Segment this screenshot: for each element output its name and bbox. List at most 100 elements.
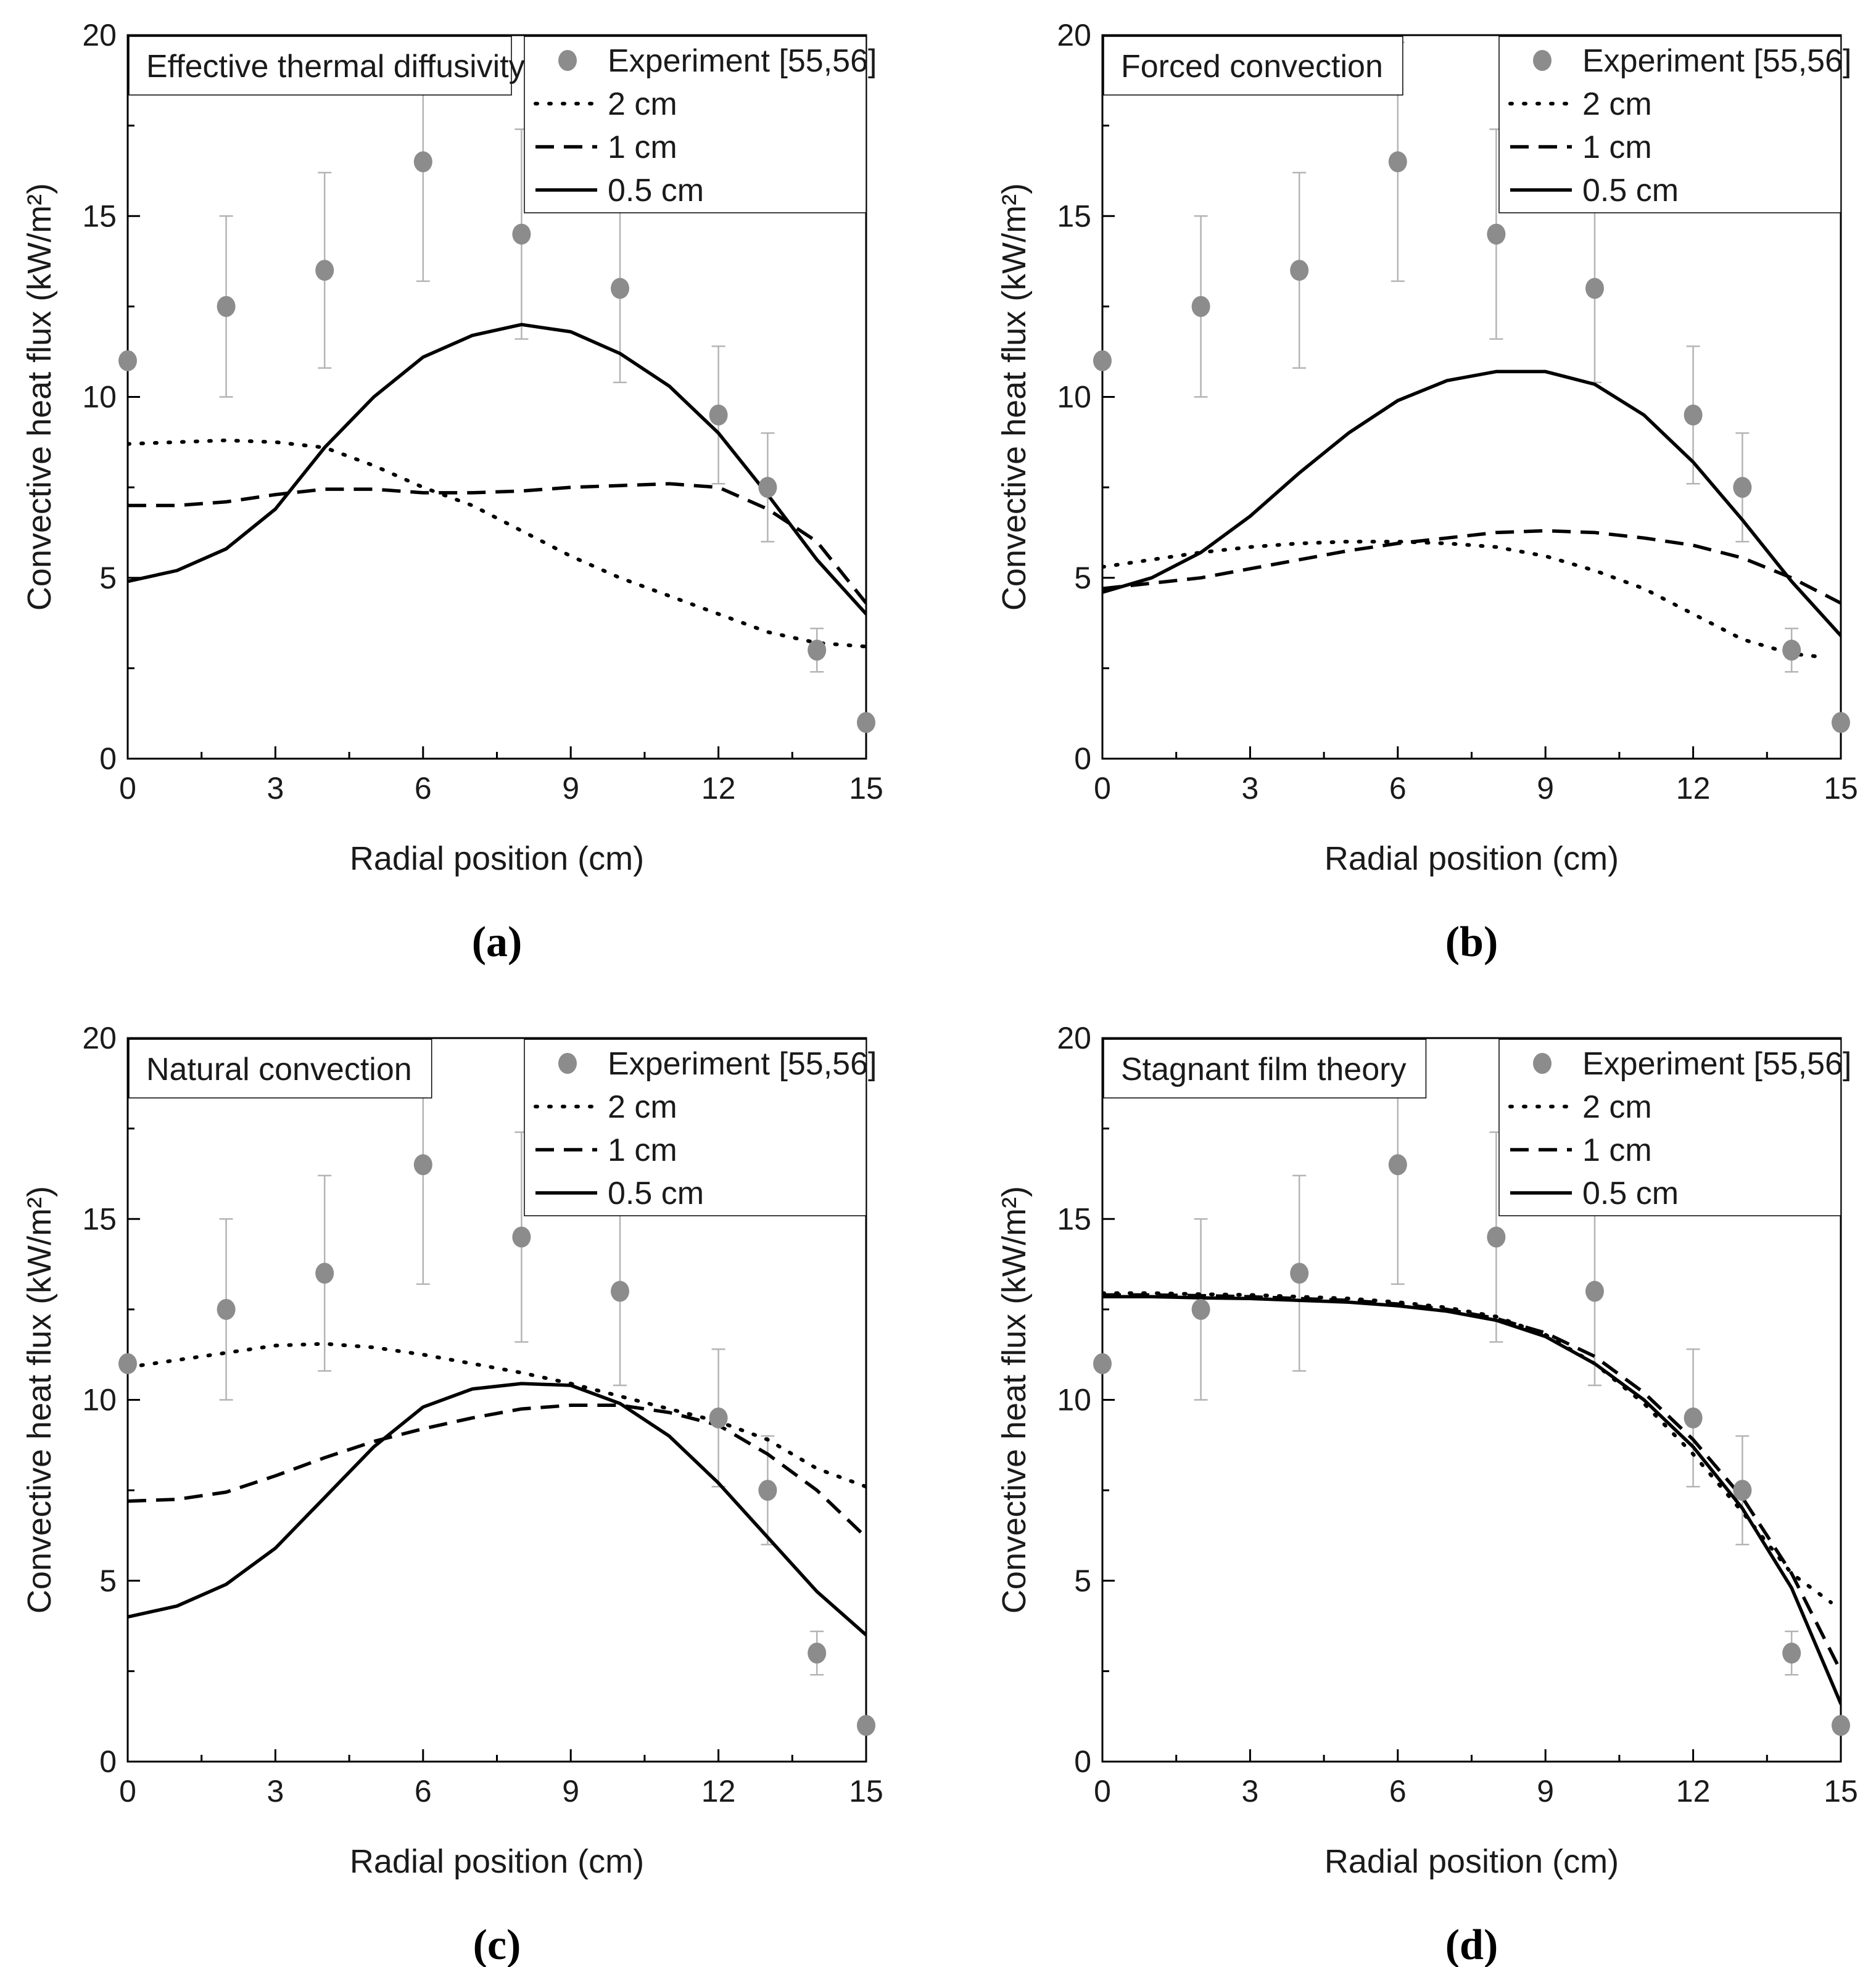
experiment-point [1388, 151, 1407, 173]
panel-caption: (b) [1445, 918, 1498, 966]
series-line-0_5-cm [128, 323, 866, 616]
legend-label: 1 cm [608, 1132, 677, 1168]
experiment-point [118, 1353, 137, 1374]
series-line-0_5-cm [1102, 1295, 1841, 1705]
legend: Experiment [55,56] 2 cm 1 cm 0.5 cm [1498, 1039, 1851, 1216]
x-tick-label: 15 [1824, 1774, 1858, 1808]
experiment-point [315, 260, 334, 281]
experiment-point [1191, 295, 1210, 317]
y-tick-label: 10 [1057, 380, 1091, 414]
x-axis-label: Radial position (cm) [1324, 840, 1619, 877]
experiment-point [512, 1226, 531, 1248]
x-tick-label: 9 [562, 1774, 579, 1808]
experiment-point [857, 1715, 875, 1736]
experiment-point [118, 350, 137, 371]
title-box-frame [128, 36, 512, 96]
legend: Experiment [55,56] 2 cm 1 cm 0.5 cm [524, 1039, 877, 1216]
series-line-2-cm [1102, 540, 1828, 659]
chart-panel-d: 0 3 6 9 12 15 0 5 10 15 20 Radial position (cm) Conv… [996, 1021, 1858, 1967]
x-tick-label: 0 [1094, 771, 1111, 806]
legend-label: 2 cm [1582, 1089, 1652, 1125]
legend: Experiment [55,56] 2 cm 1 cm 0.5 cm [524, 36, 877, 213]
x-axis-label: Radial position (cm) [350, 1843, 644, 1880]
legend-label: 0.5 cm [608, 1176, 704, 1211]
y-tick-label: 20 [1057, 18, 1091, 52]
panel-caption: (c) [473, 1921, 521, 1967]
legend-label: 1 cm [608, 130, 677, 165]
title-box: Natural convection [128, 1039, 432, 1099]
y-tick-label: 5 [1074, 561, 1091, 595]
experiment-point [413, 1154, 432, 1176]
legend: Experiment [55,56] 2 cm 1 cm 0.5 cm [1498, 36, 1851, 213]
experiment-point [1684, 404, 1703, 426]
title-box-frame [1103, 36, 1403, 96]
x-tick-label: 12 [701, 771, 736, 806]
y-tick-label: 10 [82, 380, 117, 414]
series-line-1-cm [128, 1403, 866, 1539]
legend-marker-experiment [1533, 50, 1552, 71]
experiment-point [217, 295, 236, 317]
x-tick-label: 15 [1824, 771, 1858, 806]
legend-frame [1498, 36, 1841, 213]
experiment-point [1782, 1643, 1801, 1664]
panel-caption: (d) [1445, 1921, 1498, 1967]
experiment-point [217, 1298, 236, 1320]
experiment-point [1290, 1263, 1309, 1284]
title-box: Effective thermal diffusivity [128, 36, 525, 96]
experiment-point [1832, 712, 1850, 733]
legend-frame [524, 36, 867, 213]
experiment-point [758, 1480, 777, 1501]
title-box-text: Effective thermal diffusivity [146, 49, 525, 85]
experiment-point [1585, 278, 1604, 299]
x-axis-label: Radial position (cm) [1324, 1843, 1619, 1880]
chart-panel-a: 0 3 6 9 12 15 0 5 10 15 20 Radial position (cm) Conv… [21, 18, 883, 966]
chart-panels: 0 3 6 9 12 15 0 5 10 15 20 Radial position (cm) Conv… [21, 18, 1858, 1967]
series-line-1-cm [128, 482, 866, 604]
experiment-point [1684, 1407, 1703, 1429]
series-line-2-cm [128, 1342, 866, 1489]
x-tick-label: 15 [849, 1774, 883, 1808]
experiment-point [1191, 1298, 1210, 1320]
legend-frame [1498, 1039, 1841, 1216]
y-axis-label: Convective heat flux (kW/m²) [21, 183, 58, 611]
y-tick-label: 20 [82, 1021, 117, 1055]
legend-marker-experiment [1533, 1053, 1552, 1074]
title-box-text: Forced convection [1121, 49, 1383, 85]
x-axis-label: Radial position (cm) [350, 840, 644, 877]
panel-caption: (a) [472, 918, 523, 966]
y-tick-label: 15 [1057, 199, 1091, 233]
legend-frame [524, 1039, 867, 1216]
experiment-point [808, 1643, 827, 1664]
legend-label: 0.5 cm [1582, 173, 1679, 208]
legend-label: Experiment [55,56] [608, 1046, 877, 1082]
x-tick-label: 9 [562, 771, 579, 806]
experiment-point [1733, 477, 1752, 498]
chart-panel-b: 0 3 6 9 12 15 0 5 10 15 20 Radial position (cm) Conv… [996, 18, 1858, 966]
experiment-point [1290, 260, 1309, 281]
y-tick-label: 0 [99, 741, 117, 776]
y-tick-label: 20 [82, 18, 117, 52]
legend-label: 2 cm [608, 86, 677, 122]
experiment-point [1487, 1226, 1506, 1248]
experiment-point [709, 1407, 728, 1429]
experiment-point [1585, 1280, 1604, 1302]
y-tick-label: 15 [1057, 1202, 1091, 1236]
experiment-point [808, 640, 827, 661]
title-box-text: Natural convection [146, 1052, 412, 1087]
series-line-0_5-cm [128, 1382, 866, 1637]
x-tick-label: 9 [1537, 771, 1554, 806]
experiment-point [611, 278, 629, 299]
legend-label: 2 cm [1582, 86, 1652, 122]
y-tick-label: 10 [1057, 1383, 1091, 1417]
title-box-text: Stagnant film theory [1121, 1052, 1406, 1087]
x-tick-label: 3 [267, 1774, 284, 1808]
legend-marker-experiment [558, 50, 577, 71]
legend-label: 1 cm [1582, 130, 1652, 165]
y-tick-label: 5 [1074, 1564, 1091, 1598]
experiment-point [857, 712, 875, 733]
y-tick-label: 5 [99, 561, 117, 595]
x-tick-label: 0 [1094, 1774, 1111, 1808]
x-tick-label: 9 [1537, 1774, 1554, 1808]
x-tick-label: 0 [119, 1774, 136, 1808]
